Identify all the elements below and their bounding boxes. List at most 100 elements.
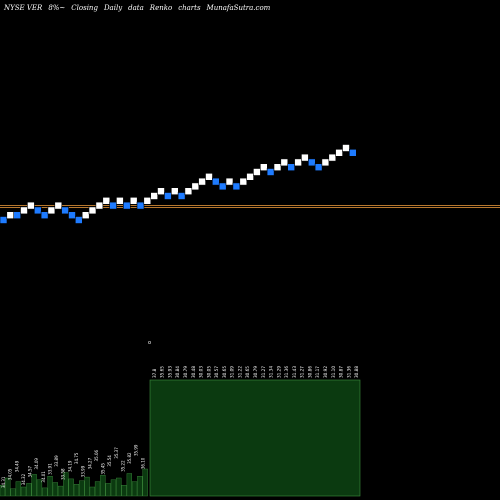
renko-brick-46 [314, 163, 323, 171]
volume-bar-20 [105, 483, 111, 497]
renko-brick-37 [253, 168, 261, 176]
site-label: MunafaSutra.com [206, 4, 271, 12]
volume-bar-25 [131, 481, 138, 497]
volume-bar-11 [57, 485, 64, 497]
volume-block-label-25: 31.36 [346, 366, 351, 378]
volume-block-label-22: 30.92 [323, 366, 328, 378]
renko-brick-19 [129, 197, 138, 205]
volume-bar-5 [26, 483, 32, 497]
volume-bar-10 [52, 482, 59, 497]
volume-bar-23 [121, 485, 127, 497]
volume-bar-7 [36, 479, 43, 497]
renko-brick-42 [287, 163, 296, 171]
renko-brick-13 [88, 206, 97, 215]
renko-brick-21 [143, 197, 152, 205]
volume-block-label-24: 30.87 [339, 366, 344, 378]
volume-block-label-14: 31.27 [261, 366, 266, 378]
volume-block-label-1: 35.65 [160, 366, 165, 378]
volume-block-label-18: 31.43 [292, 366, 297, 378]
volume-block-label-16: 31.29 [276, 366, 281, 378]
volume-bar-22 [116, 477, 122, 497]
volume-block-label-12: 30.65 [245, 366, 250, 378]
volume-bar-3 [15, 481, 21, 497]
volume-marker-label: o [148, 340, 151, 346]
volume-block-label-7: 30.05 [206, 366, 211, 378]
renko-brick-16 [109, 201, 117, 210]
volume-bar-4 [20, 486, 27, 497]
renko-brick-39 [266, 168, 275, 176]
volume-small-label-3: 34.32 [21, 473, 26, 485]
renko-brick-40 [273, 163, 282, 171]
renko-brick-32 [218, 182, 227, 191]
renko-brick-36 [246, 173, 254, 181]
volume-small-label-0: 34.31 [1, 476, 6, 488]
volume-block [149, 379, 361, 497]
ticker-label: NYSE VER [4, 4, 43, 12]
data-label: data [128, 4, 144, 12]
volume-block-label-15: 31.34 [269, 366, 274, 378]
renko-brick-12 [81, 211, 90, 219]
volume-small-label-5: 34.09 [34, 458, 39, 470]
renko-brick-45 [307, 158, 316, 167]
renko-brick-24 [164, 192, 172, 200]
volume-block-label-8: 30.57 [214, 366, 219, 378]
volume-small-label-9: 33.58 [61, 468, 66, 480]
volume-bar-16 [84, 476, 90, 497]
volume-block-label-9: 30.65 [222, 366, 227, 378]
volume-bar-13 [68, 478, 74, 497]
volume-small-label-16: 35.54 [107, 455, 112, 467]
volume-small-label-14: 35.06 [94, 449, 99, 461]
volume-block-label-6: 30.03 [199, 366, 204, 378]
renko-brick-49 [335, 149, 343, 157]
renko-brick-17 [116, 197, 124, 205]
volume-bar-6 [31, 474, 37, 497]
volume-block-label-5: 30.48 [191, 366, 196, 378]
renko-brick-34 [232, 182, 241, 191]
renko-brick-35 [239, 177, 248, 186]
renko-brick-50 [342, 144, 350, 152]
volume-small-label-12: 33.99 [81, 465, 86, 477]
renko-brick-38 [259, 163, 268, 171]
charts-word-label: charts [178, 4, 201, 12]
volume-block-label-17: 31.36 [284, 366, 289, 378]
volume-small-label-2: 34.49 [14, 460, 19, 472]
volume-small-label-21: 36.10 [140, 457, 145, 469]
volume-small-label-20: 35.99 [134, 444, 139, 456]
renko-brick-47 [321, 158, 330, 167]
renko-brick-51 [348, 149, 357, 157]
renko-brick-9 [61, 206, 69, 215]
renko-brick-18 [123, 201, 131, 210]
renko-brick-10 [68, 211, 76, 219]
renko-brick-8 [54, 201, 63, 210]
renko-brick-41 [280, 158, 289, 167]
volume-bar-2 [10, 488, 16, 497]
volume-bar-14 [73, 484, 80, 497]
renko-brick-6 [40, 211, 49, 219]
volume-small-label-18: 35.22 [121, 460, 126, 472]
volume-bar-17 [89, 486, 96, 497]
volume-block-label-13: 30.79 [253, 366, 258, 378]
renko-brick-27 [184, 187, 193, 195]
renko-brick-11 [75, 216, 83, 224]
chart-kind-label: Renko [149, 4, 173, 12]
volume-small-label-15: 35.45 [101, 463, 106, 475]
renko-brick-22 [150, 192, 158, 200]
renko-brick-43 [294, 158, 302, 167]
renko-brick-0 [0, 216, 8, 224]
renko-brick-33 [225, 177, 234, 186]
renko-brick-44 [301, 153, 309, 162]
renko-brick-25 [171, 187, 179, 195]
volume-block-label-20: 30.86 [307, 366, 312, 378]
volume-bar-15 [79, 480, 85, 497]
volume-bar-27 [142, 468, 148, 497]
renko-brick-4 [27, 201, 35, 210]
renko-brick-28 [191, 182, 200, 191]
volume-bar-18 [94, 481, 101, 497]
volume-block-label-26: 30.88 [354, 366, 359, 378]
renko-brick-3 [20, 206, 28, 215]
closing-label: Closing [71, 4, 98, 12]
volume-small-label-7: 33.91 [48, 463, 53, 475]
volume-block-label-0: 37.8 [152, 368, 157, 378]
renko-brick-31 [212, 177, 220, 186]
